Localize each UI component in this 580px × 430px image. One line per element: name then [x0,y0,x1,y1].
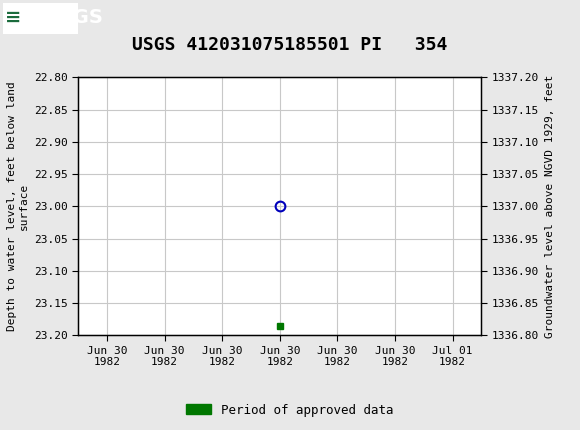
Y-axis label: Groundwater level above NGVD 1929, feet: Groundwater level above NGVD 1929, feet [545,75,554,338]
Text: ≡: ≡ [5,8,21,27]
Text: USGS 412031075185501 PI   354: USGS 412031075185501 PI 354 [132,36,448,54]
Y-axis label: Depth to water level, feet below land
surface: Depth to water level, feet below land su… [7,82,28,331]
Text: USGS: USGS [44,8,103,27]
Legend: Period of approved data: Period of approved data [181,399,399,421]
Bar [3,3,78,34]
